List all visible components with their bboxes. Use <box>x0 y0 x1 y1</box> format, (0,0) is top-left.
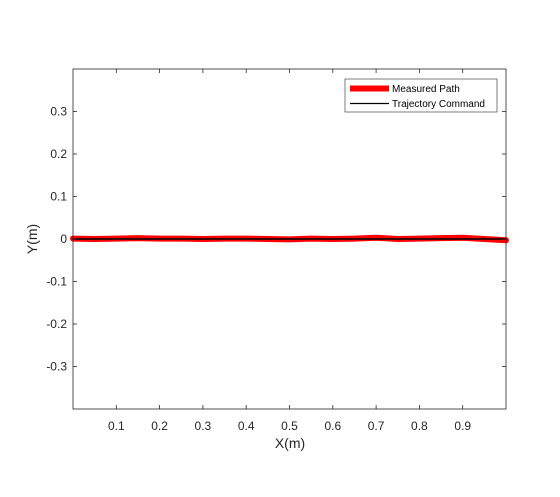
y-axis-label: Y(m) <box>24 224 40 254</box>
x-tick-label: 0.5 <box>281 419 298 433</box>
y-tick-label: 0.3 <box>50 105 67 119</box>
y-tick-label: -0.1 <box>46 275 67 289</box>
y-ticks: -0.3 -0.2 -0.1 0 0.1 0.2 0.3 <box>46 105 506 374</box>
legend-entry-trajectory-command: Trajectory Command <box>392 99 485 110</box>
y-tick-label: 0.1 <box>50 190 67 204</box>
legend: Measured Path Trajectory Command <box>344 78 498 113</box>
x-tick-label: 0.8 <box>411 419 428 433</box>
x-tick-label: 0.9 <box>454 419 471 433</box>
y-tick-label: 0 <box>60 232 67 246</box>
x-axis-label: X(m) <box>275 435 305 451</box>
x-tick-label: 0.6 <box>324 419 341 433</box>
legend-entry-measured-path: Measured Path <box>392 84 460 95</box>
x-ticks: 0.1 0.2 0.3 0.4 0.5 0.6 0.7 0.8 0.9 <box>108 69 471 433</box>
y-tick-label: -0.3 <box>46 360 67 374</box>
y-tick-label: -0.2 <box>46 317 67 331</box>
x-tick-label: 0.3 <box>195 419 212 433</box>
x-tick-label: 0.7 <box>368 419 385 433</box>
y-tick-label: 0.2 <box>50 147 67 161</box>
legend-box <box>344 78 498 113</box>
x-tick-label: 0.4 <box>238 419 255 433</box>
x-tick-label: 0.1 <box>108 419 125 433</box>
x-tick-label: 0.2 <box>151 419 168 433</box>
series-layer <box>70 234 509 244</box>
